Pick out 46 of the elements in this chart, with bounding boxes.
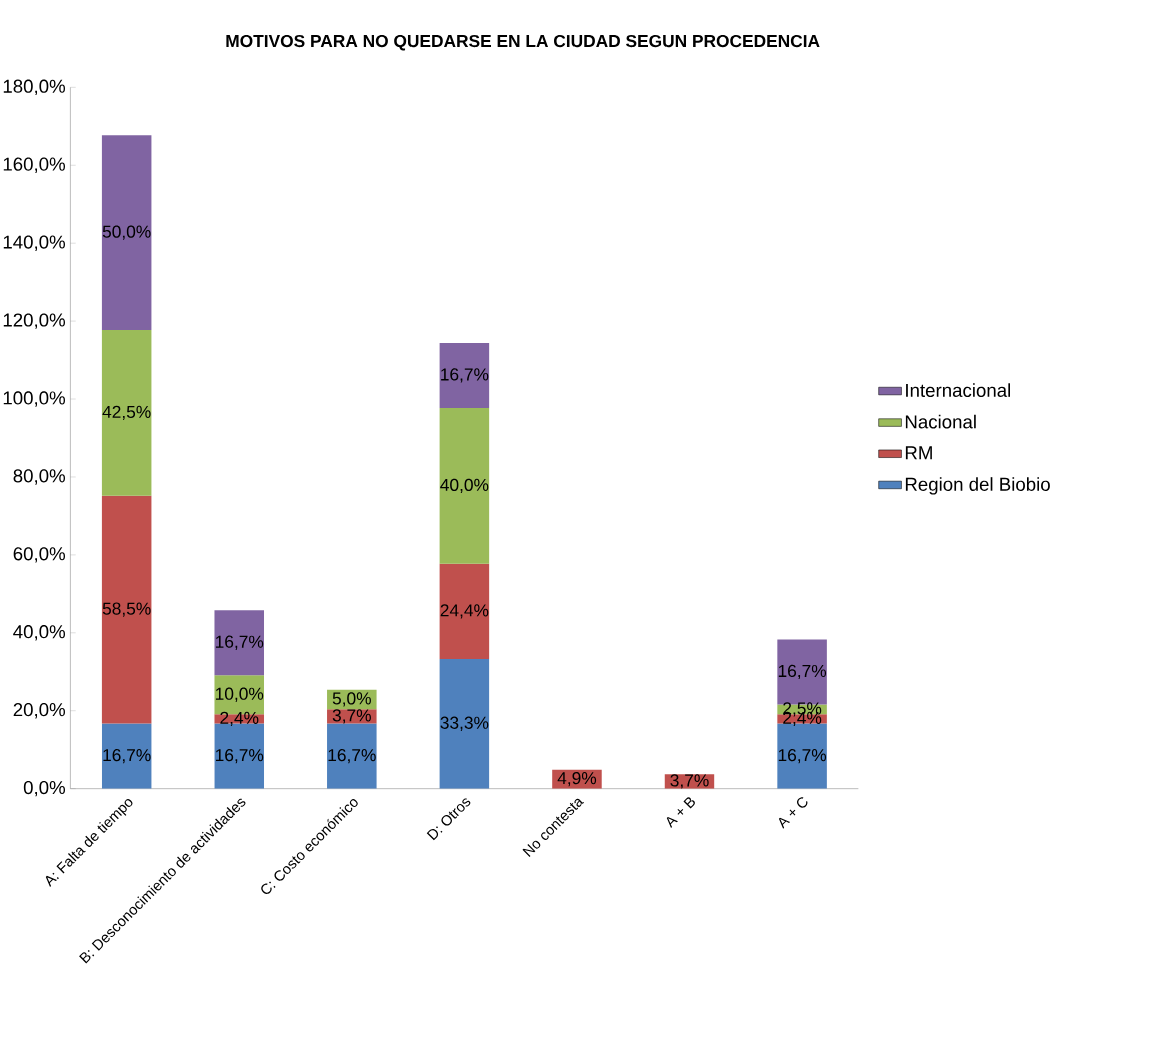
y-tick-label: 100,0%	[3, 391, 65, 407]
legend-label: Nacional	[905, 414, 976, 429]
bar	[439, 343, 490, 409]
y-tick-label: 40,0%	[13, 625, 65, 641]
y-tick-label: 20,0%	[13, 703, 65, 719]
data-label: 16,7%	[328, 749, 376, 764]
data-label: 16,7%	[441, 368, 489, 383]
data-label: 16,7%	[778, 664, 827, 680]
data-label: 33,3%	[440, 716, 489, 732]
bar	[101, 135, 152, 331]
bar	[439, 659, 490, 789]
bar	[439, 564, 490, 660]
bar	[101, 330, 152, 496]
y-tick-label: 160,0%	[3, 157, 65, 174]
bar	[327, 723, 377, 789]
data-label: 24,4%	[440, 604, 489, 619]
data-label: 58,5%	[102, 602, 151, 617]
legend-label: Region del Biobio	[905, 477, 1050, 495]
y-tick-label: 120,0%	[3, 313, 65, 329]
data-label: 3,7%	[670, 774, 709, 789]
data-label: 16,7%	[103, 749, 151, 764]
x-tick-label: A + B	[666, 797, 695, 829]
y-tick-label: 60,0%	[13, 547, 65, 563]
y-tick-label: 140,0%	[3, 235, 65, 252]
data-label: 40,0%	[440, 478, 489, 494]
x-tick-label: A + C	[778, 797, 808, 829]
data-label: 16,7%	[215, 749, 264, 764]
chart-title: MOTIVOS PARA NO QUEDARSE EN LA CIUDAD SEGUN PROCEDENCIA	[226, 35, 820, 51]
data-label: 16,7%	[215, 635, 264, 651]
data-label: 4,9%	[557, 772, 597, 787]
bar	[439, 408, 490, 565]
data-label: 3,7%	[332, 709, 371, 724]
legend-label: RM	[905, 446, 932, 460]
y-tick-label: 80,0%	[13, 469, 65, 485]
legend-label: Internacional	[906, 383, 1011, 398]
data-label: 16,7%	[778, 749, 827, 764]
y-tick-label: 180,0%	[3, 79, 65, 96]
bar	[101, 723, 152, 789]
data-label: 5,0%	[332, 692, 371, 707]
data-label: 2,4%	[220, 711, 259, 727]
data-label: 42,5%	[102, 405, 151, 421]
bar	[214, 610, 265, 676]
bar	[101, 495, 152, 724]
y-tick-label: 0,0%	[23, 781, 66, 797]
data-label: 50,0%	[102, 225, 151, 240]
data-label: 10,0%	[215, 687, 264, 703]
